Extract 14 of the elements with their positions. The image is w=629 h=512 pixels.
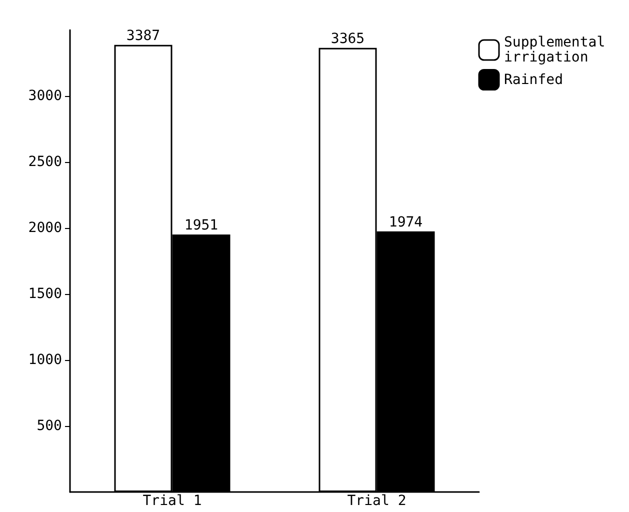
legend-label: Rainfed <box>504 72 564 88</box>
y-tick-label: 1000 <box>28 352 62 368</box>
y-tick-label: 3000 <box>28 88 62 104</box>
x-tick-label: Trial 2 <box>347 493 406 509</box>
data-label: 1951 <box>184 217 218 234</box>
y-tick-label: 1500 <box>28 286 62 302</box>
y-tick-label: 500 <box>36 418 62 434</box>
legend-label: Supplemental irrigation <box>504 34 614 66</box>
data-label: 1974 <box>388 214 423 230</box>
y-tick-label: 2500 <box>28 154 62 170</box>
data-label: 3365 <box>330 30 365 47</box>
data-label: 3387 <box>126 28 160 44</box>
x-tick-label: Trial 1 <box>142 493 202 509</box>
y-tick-label: 2000 <box>28 220 62 236</box>
